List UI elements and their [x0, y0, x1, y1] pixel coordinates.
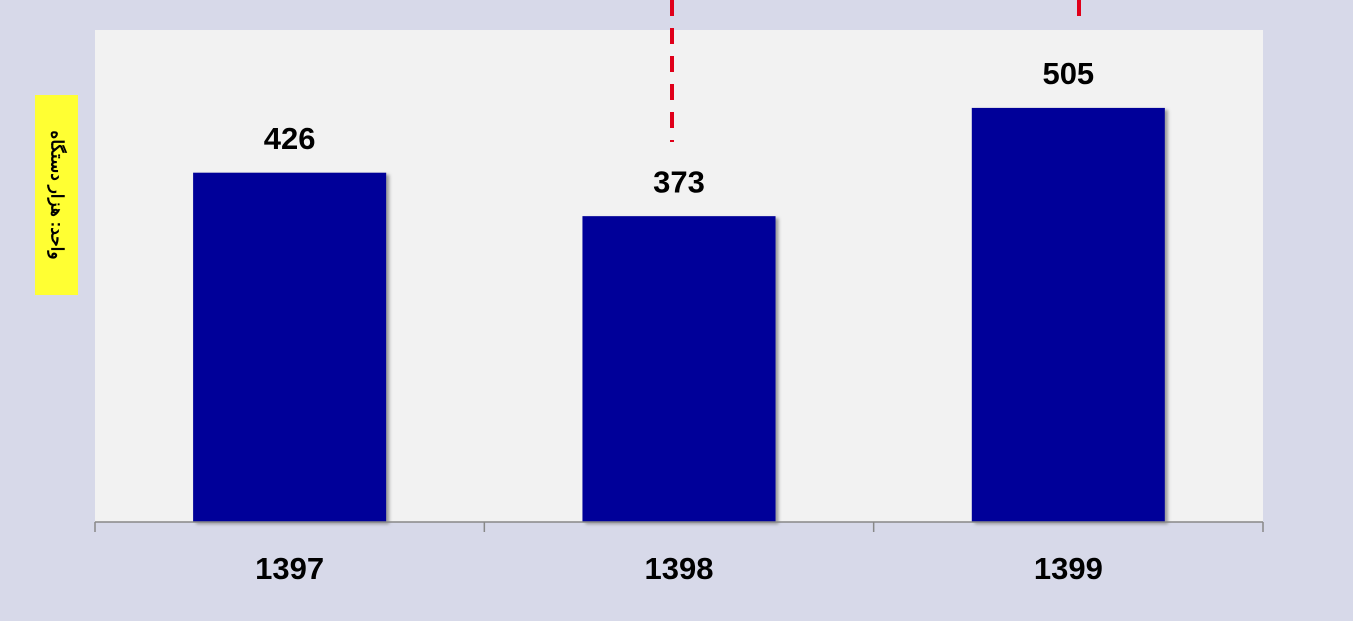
bar — [971, 107, 1165, 523]
data-label: 373 — [653, 164, 705, 199]
data-label: 426 — [264, 121, 316, 156]
x-tick-label: 1398 — [645, 551, 714, 586]
bar — [582, 216, 776, 522]
y-axis-label: واحد: هزار دستگاه — [47, 130, 68, 259]
bar — [193, 172, 387, 522]
data-label: 505 — [1042, 56, 1094, 91]
x-tick-label: 1399 — [1034, 551, 1103, 586]
y-label-box — [35, 95, 78, 295]
x-tick-label: 1397 — [255, 551, 324, 586]
